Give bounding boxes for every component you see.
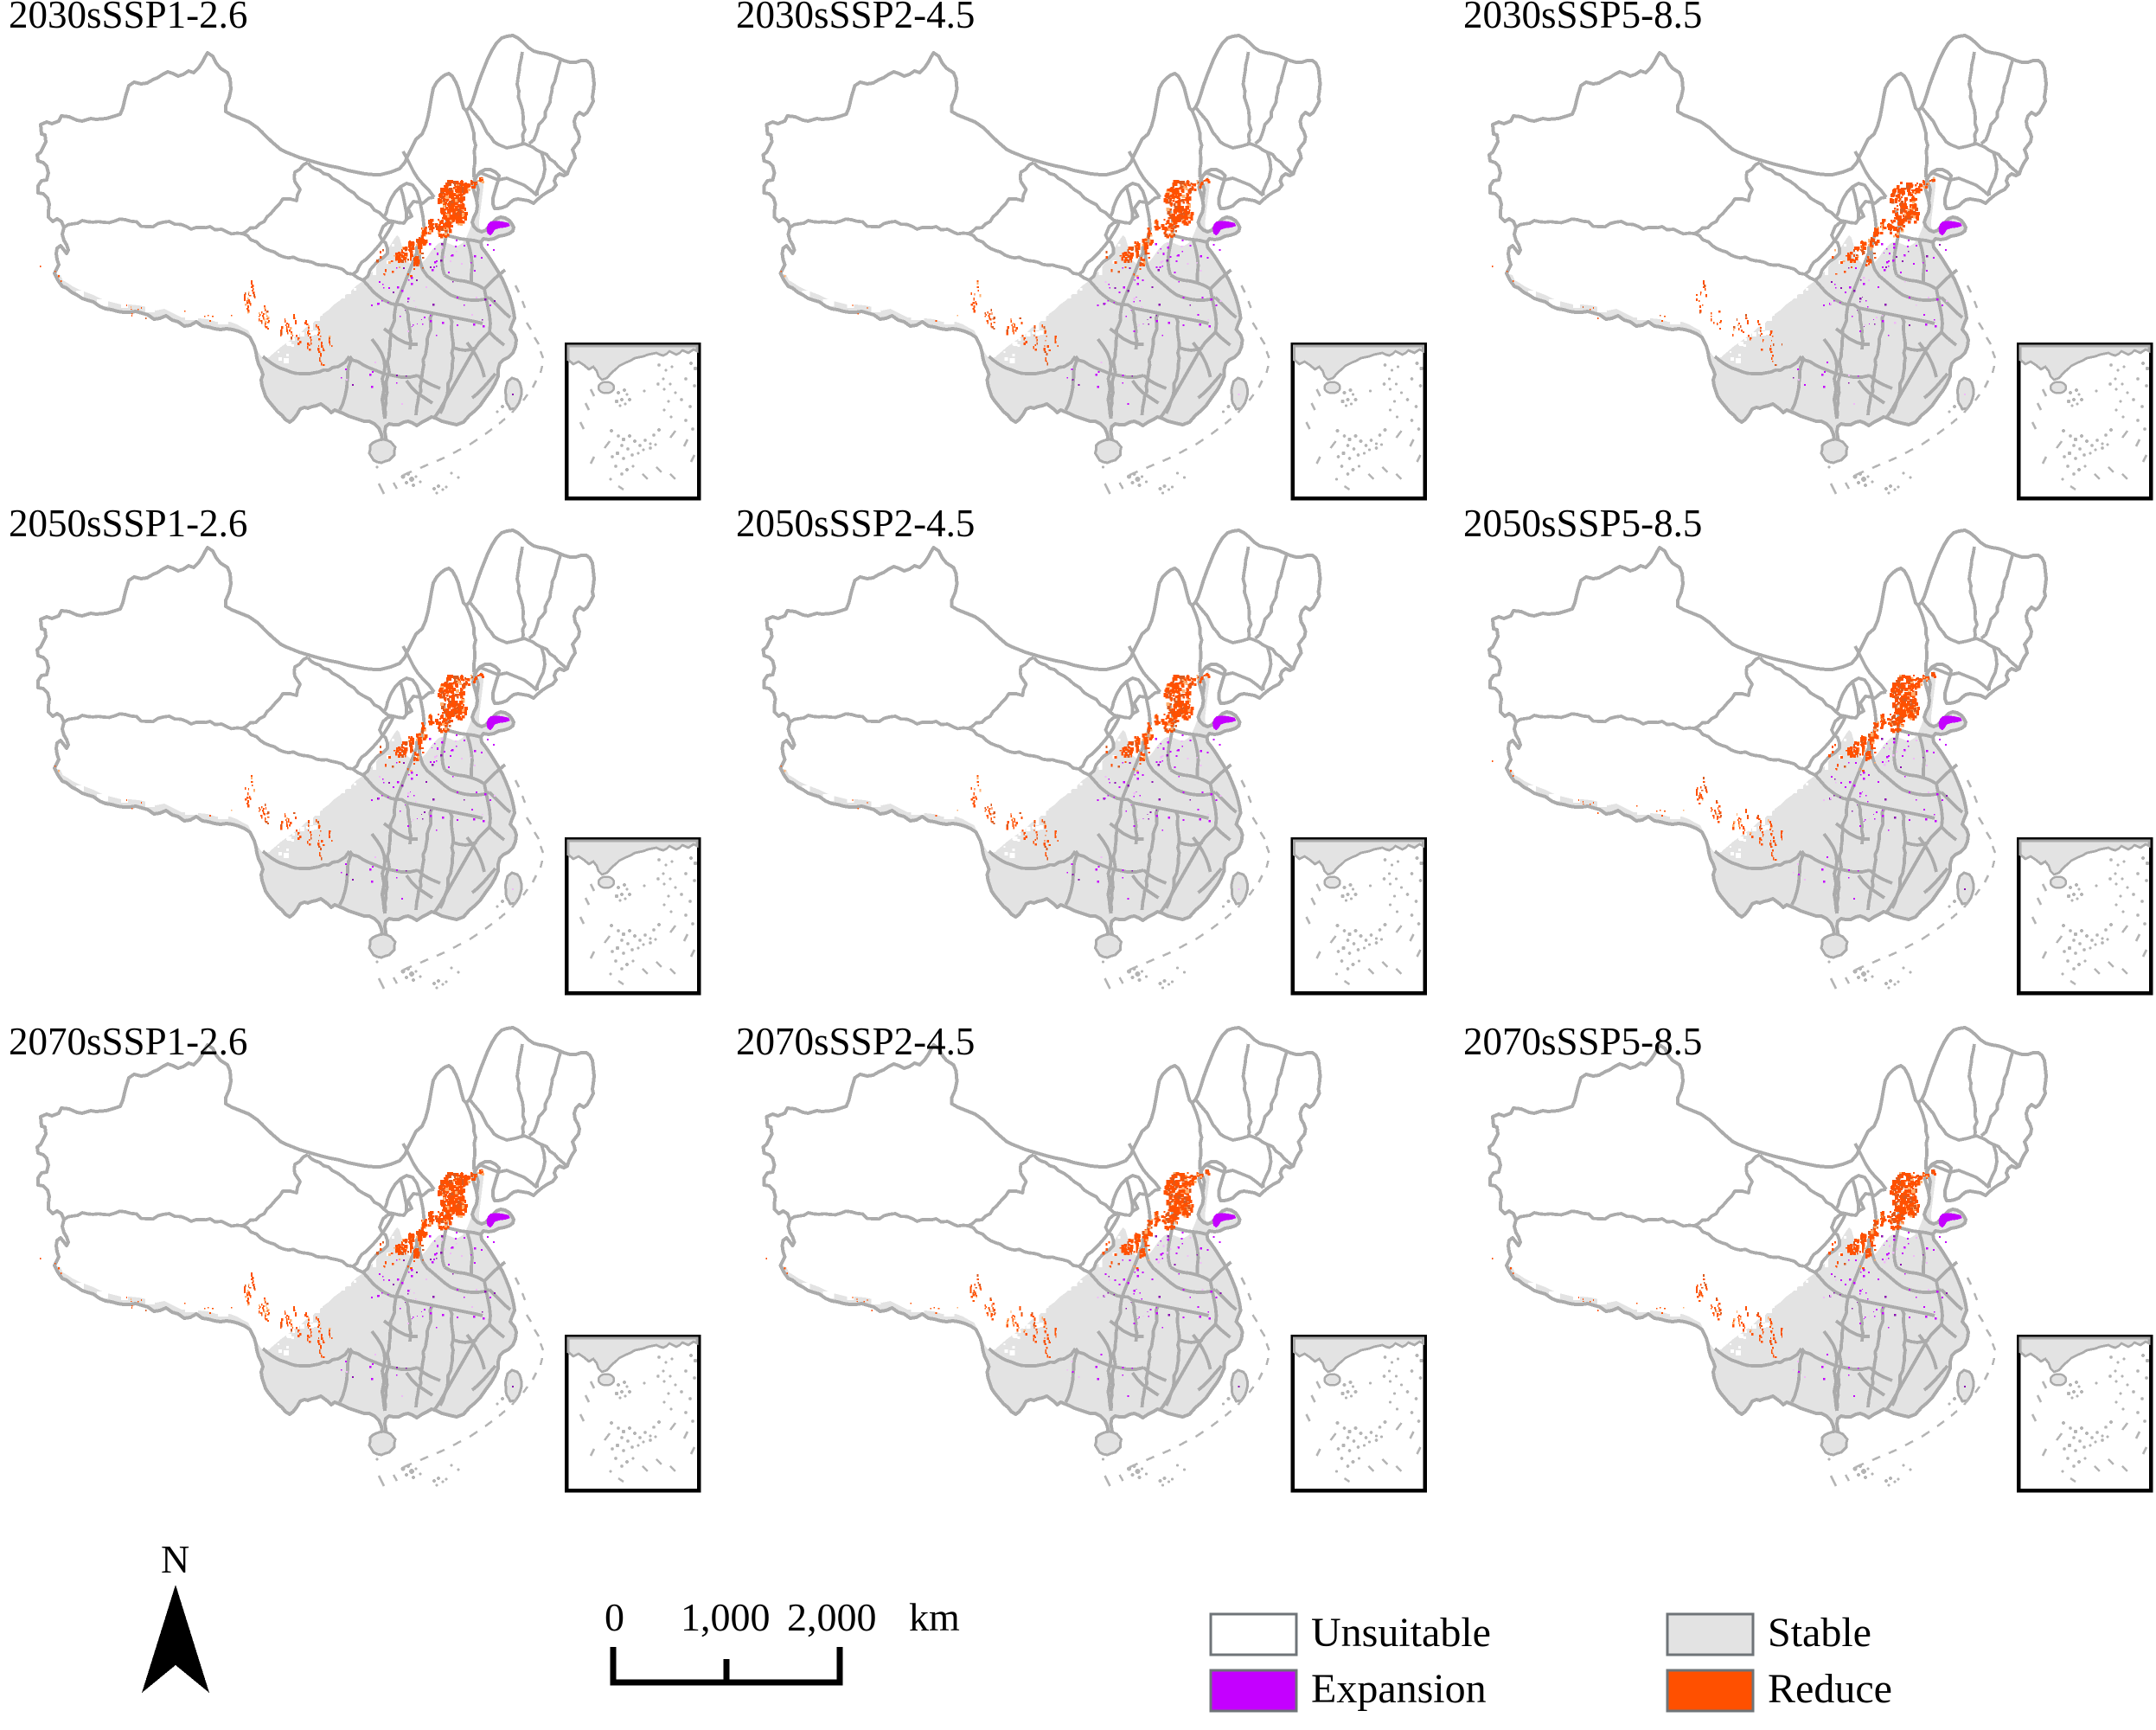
svg-text:2070sSSP1-2.6: 2070sSSP1-2.6 [9, 1020, 247, 1063]
svg-text:2070sSSP5-8.5: 2070sSSP5-8.5 [1463, 1020, 1702, 1063]
svg-text:0: 0 [605, 1595, 624, 1639]
svg-text:Stable: Stable [1768, 1610, 1871, 1656]
svg-text:Expansion: Expansion [1311, 1666, 1487, 1712]
svg-text:Reduce: Reduce [1768, 1666, 1892, 1712]
svg-text:Unsuitable: Unsuitable [1311, 1610, 1491, 1656]
svg-text:2050sSSP5-8.5: 2050sSSP5-8.5 [1463, 502, 1702, 545]
svg-text:2070sSSP2-4.5: 2070sSSP2-4.5 [736, 1020, 975, 1063]
svg-text:N: N [161, 1537, 189, 1581]
svg-text:2030sSSP5-8.5: 2030sSSP5-8.5 [1463, 0, 1702, 36]
svg-text:km: km [909, 1595, 960, 1639]
svg-text:2030sSSP2-4.5: 2030sSSP2-4.5 [736, 0, 975, 36]
svg-text:2,000: 2,000 [787, 1595, 877, 1639]
svg-text:2050sSSP1-2.6: 2050sSSP1-2.6 [9, 502, 247, 545]
svg-text:2050sSSP2-4.5: 2050sSSP2-4.5 [736, 502, 975, 545]
svg-text:1,000: 1,000 [681, 1595, 771, 1639]
svg-text:2030sSSP1-2.6: 2030sSSP1-2.6 [9, 0, 247, 36]
